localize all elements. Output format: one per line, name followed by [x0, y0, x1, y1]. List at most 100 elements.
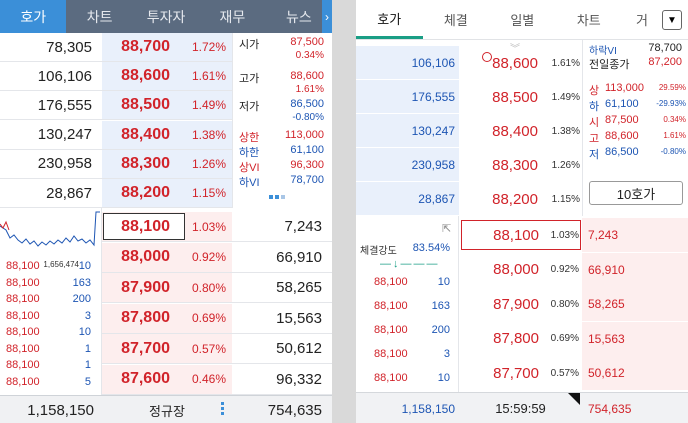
bid-volume: 15,563 [582, 321, 688, 356]
info-label: 하락VI [589, 46, 617, 57]
left-tab-bar: 호가 차트 투자자 재무 뉴스 › [0, 0, 332, 33]
share-icon[interactable]: ⇱ [442, 223, 452, 235]
trade-qty: 10 [437, 276, 450, 288]
ask-row[interactable]: 106,106 88,600 1.61% [356, 46, 582, 80]
chevron-down-icon[interactable]: ▼ [661, 10, 682, 30]
limit-label: 상 [589, 85, 600, 97]
ask-price[interactable]: 88,600 [121, 67, 170, 85]
tab-daily[interactable]: 일별 [510, 13, 535, 28]
ask-price[interactable]: 88,700 [121, 38, 170, 55]
ask-volume: 176,555 [356, 80, 459, 114]
bid-price[interactable]: 87,800 [493, 330, 539, 347]
bid-price[interactable]: 88,100 [121, 217, 170, 235]
current-price-box [461, 220, 581, 250]
trade-qty: 200 [72, 293, 91, 305]
bid-row[interactable]: 88,100 1.03% 7,243 [102, 212, 332, 242]
bid-row[interactable]: 88,000 0.92% 66,910 [102, 242, 332, 273]
tab-investor[interactable]: 투자자 [146, 8, 186, 25]
trade-price: 88,100 [374, 276, 408, 288]
bid-price[interactable]: 87,700 [121, 339, 170, 357]
info-value: 78,700 [290, 174, 324, 186]
trade-qty: 1 [84, 359, 91, 371]
tab-hoga[interactable]: 호가 [0, 0, 67, 33]
bid-price[interactable]: 88,100 [493, 226, 539, 244]
ask-pct: 1.72% [191, 40, 226, 54]
ask-price-bg [102, 91, 232, 120]
ask-price-bg [102, 33, 232, 61]
bid-price[interactable]: 88,000 [121, 248, 170, 265]
right-orderbook-panel: 호가 체결 일별 차트 거 ▼ ︾ 106,106 88,600 1.61% 176,… [356, 0, 688, 423]
limit-pct: 0.34% [663, 115, 686, 124]
trade-price: 88,100 [374, 372, 408, 384]
bid-price[interactable]: 87,900 [121, 278, 170, 296]
limit-label: 저 [589, 149, 600, 161]
tab-hoga[interactable]: 호가 [356, 0, 423, 39]
ask-row[interactable]: 130,247 88,400 1.38% [356, 114, 582, 148]
ask-price[interactable]: 88,500 [492, 88, 538, 106]
ask-price[interactable]: 88,200 [492, 190, 538, 208]
limit-info-panel: 하락VI 78,700 전일종가 87,200 상 113,000 29.59% 하 6… [582, 40, 688, 216]
ask-price[interactable]: 88,400 [121, 125, 170, 143]
bid-volume: 7,243 [232, 212, 332, 241]
ask-row[interactable]: 28,867 88,200 1.15% [0, 179, 232, 208]
more-dots-icon[interactable] [221, 402, 224, 418]
trade-qty: 163 [72, 276, 91, 289]
ask-row[interactable]: 28,867 88,200 1.15% [356, 182, 582, 216]
ask-row[interactable]: 230,958 88,300 1.26% [356, 148, 582, 182]
ask-volume: 28,867 [356, 182, 459, 216]
bid-row[interactable]: 87,700 0.57% 50,612 [459, 356, 688, 390]
ask-price[interactable]: 88,500 [121, 96, 170, 114]
info-label: 저가 [239, 101, 260, 113]
bid-pct: 0.92% [191, 250, 226, 264]
tab-chart[interactable]: 차트 [576, 13, 601, 28]
bid-price[interactable]: 88,000 [493, 261, 539, 278]
ask-price[interactable]: 88,400 [492, 122, 538, 140]
ask-price[interactable]: 88,300 [121, 154, 170, 172]
tab-more[interactable]: 거 [636, 13, 648, 28]
limit-value: 61,100 [605, 98, 639, 110]
ask-price[interactable]: 88,600 [492, 54, 538, 72]
bid-row[interactable]: 87,900 0.80% 58,265 [459, 287, 688, 321]
chevron-right-icon[interactable]: › [322, 0, 332, 33]
bid-row[interactable]: 87,700 0.57% 50,612 [102, 334, 332, 364]
trade-price: 88,100 [374, 324, 408, 336]
limit-pct: 1.61% [663, 131, 686, 140]
info-value: 87,500 [290, 36, 324, 48]
bid-row[interactable]: 88,100 1.03% 7,243 [459, 218, 688, 252]
ask-pct: 1.61% [551, 57, 580, 69]
ask-pct: 1.15% [191, 186, 226, 200]
trade-qty: 5 [84, 375, 91, 388]
bid-row[interactable]: 87,900 0.80% 58,265 [102, 273, 332, 303]
ask-row[interactable]: 130,247 88,400 1.38% [0, 120, 232, 150]
current-time: 15:59:59 [495, 401, 546, 416]
ask-price[interactable]: 88,200 [121, 184, 170, 201]
bid-row[interactable]: 88,000 0.92% 66,910 [459, 252, 688, 287]
bid-row[interactable]: 87,800 0.69% 15,563 [459, 321, 688, 356]
bid-price[interactable]: 87,600 [121, 370, 170, 387]
ask-row[interactable]: 230,958 88,300 1.26% [0, 149, 232, 179]
ask-row[interactable]: 106,106 88,600 1.61% [0, 62, 232, 92]
trade-strength-area: ⇱ 체결강도 83.54% —↓——— 88,100 10 88,100 163 88,… [356, 216, 459, 392]
right-tab-bar: 호가 체결 일별 차트 거 ▼ [356, 0, 688, 40]
bid-price[interactable]: 87,900 [493, 295, 539, 313]
tab-finance[interactable]: 재무 [219, 8, 246, 25]
ask-volume: 28,867 [46, 184, 92, 202]
info-label: 하VI [239, 177, 260, 189]
tab-chart[interactable]: 차트 [86, 8, 113, 25]
depth-toggle-button[interactable]: 10호가 [589, 181, 683, 205]
ask-row[interactable]: 176,555 88,500 1.49% [0, 91, 232, 121]
tab-news[interactable]: 뉴스 [285, 8, 312, 25]
ask-pct: 1.61% [191, 69, 226, 84]
ask-row[interactable]: 176,555 88,500 1.49% [356, 80, 582, 114]
bid-price[interactable]: 87,800 [121, 309, 170, 326]
bid-row[interactable]: 87,600 0.46% 96,332 [102, 364, 332, 395]
left-footer: 1,158,150 정규장 754,635 [0, 395, 332, 423]
ask-price[interactable]: 88,300 [492, 156, 538, 174]
bid-pct: 1.03% [550, 229, 579, 241]
bid-row[interactable]: 87,800 0.69% 15,563 [102, 303, 332, 334]
tab-trades[interactable]: 체결 [443, 13, 468, 28]
info-value: 96,300 [290, 159, 324, 171]
ask-row[interactable]: 78,305 88,700 1.72% [0, 33, 232, 62]
bid-price[interactable]: 87,700 [493, 364, 539, 382]
bid-pct: 0.69% [191, 311, 226, 325]
